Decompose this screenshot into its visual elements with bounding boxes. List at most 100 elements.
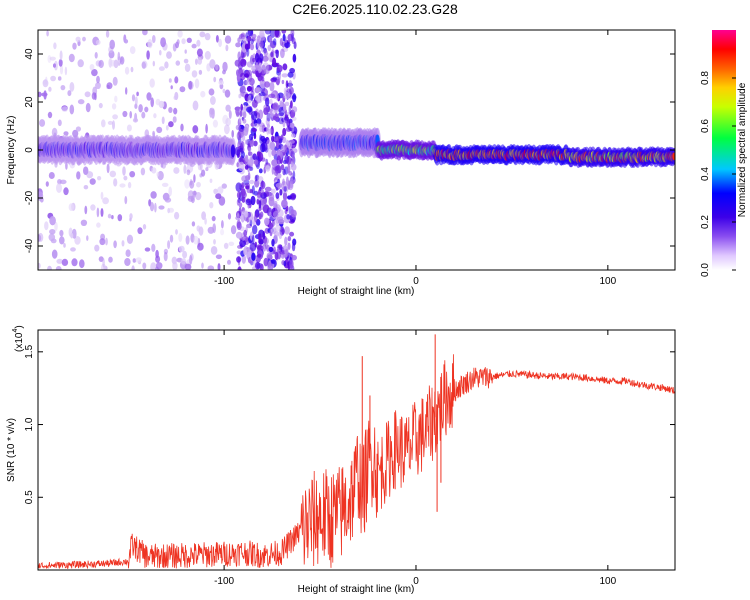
spectrogram-cell: [253, 123, 260, 128]
spectrogram-cell: [278, 231, 283, 240]
spectrogram-cell: [197, 57, 203, 65]
spectrogram-cell: [291, 242, 296, 252]
spectrogram-cell: [124, 66, 130, 75]
spectrogram-cell: [176, 39, 180, 45]
spectrogram-cell: [281, 47, 289, 53]
spectrogram-cell: [97, 176, 102, 181]
spectrogram-cell: [209, 202, 214, 209]
spectrogram-cell: [280, 164, 285, 171]
spectrogram-cell: [286, 119, 291, 128]
spectrogram-cell: [264, 30, 272, 35]
spectrogram-cell: [152, 60, 155, 67]
spectrogram-cell: [241, 196, 246, 203]
spectrogram-cell: [220, 228, 225, 236]
spectrogram-cell: [243, 247, 248, 256]
spectrogram-cell: [129, 171, 136, 178]
spectrogram-cell: [153, 113, 157, 119]
spectrogram-cell: [291, 116, 297, 121]
spectrogram-cell: [221, 183, 227, 189]
spectrogram-cell: [292, 53, 297, 63]
spectrogram-cell: [74, 236, 81, 245]
spectrogram-segment: [298, 127, 381, 159]
spectrogram-cell: [235, 106, 241, 116]
spectrogram-cell: [96, 222, 101, 228]
spectrogram-cell: [41, 92, 48, 97]
spectrogram-cell: [227, 259, 231, 265]
spectrogram-cell: [94, 244, 100, 252]
spectrogram-cell: [254, 179, 260, 188]
spectrogram-cell: [161, 116, 165, 125]
spectrogram-cell: [268, 93, 276, 99]
spectrogram-cell: [238, 265, 242, 270]
spectrogram-cell: [44, 221, 49, 231]
colorbar-gradient: [712, 30, 736, 270]
spectrogram-cell: [63, 131, 69, 136]
spectrogram-cell: [259, 211, 264, 218]
spectrogram-cell: [272, 102, 279, 111]
spectrogram-cell: [156, 171, 160, 177]
spectrogram-cell: [259, 39, 264, 49]
spectrogram-cell: [111, 215, 114, 220]
spectrogram-cell: [184, 63, 191, 72]
spectrogram-cell: [119, 183, 126, 188]
spectrogram-cell: [129, 46, 136, 55]
colorbar-tick-label: 0.4: [700, 167, 711, 181]
spectrogram-cell: [272, 76, 277, 82]
spectrogram-cell: [179, 86, 186, 93]
spectrogram-cell: [131, 265, 135, 270]
spectrogram-cell: [241, 207, 246, 213]
spectrogram-cell: [250, 90, 255, 96]
spectrogram-cell: [273, 246, 276, 255]
spectrogram-cell: [291, 153, 295, 163]
spectrogram-cell: [191, 43, 197, 49]
spectrogram-cell: [42, 79, 48, 85]
spectrogram-cell: [239, 58, 247, 67]
spectrogram-cell: [256, 244, 262, 250]
spectrogram-cell: [289, 259, 294, 269]
colorbar-tick-label: 0.0: [700, 263, 711, 277]
spectrogram-cell: [239, 147, 243, 152]
spectrogram-cell: [230, 225, 237, 235]
spectrogram-cell: [249, 242, 257, 252]
spectrogram-cell: [266, 252, 273, 261]
spectrogram-cell: [47, 111, 53, 119]
spectrogram-cell: [56, 183, 62, 193]
spectrogram-cell: [265, 165, 271, 172]
spectrogram-cell: [140, 167, 146, 176]
spectrogram-segment: [234, 30, 298, 270]
spectrogram-cell: [244, 73, 250, 78]
spectrogram-cell: [269, 98, 273, 105]
spectrogram-cell: [236, 73, 241, 83]
spectrogram-cell: [204, 217, 207, 225]
spectrogram-cell: [132, 258, 136, 263]
spectrogram-cell: [42, 79, 49, 88]
spectrogram-cell: [244, 155, 249, 166]
spectrogram-cell: [251, 128, 258, 132]
spectrogram-cell: [59, 179, 67, 185]
spectrogram-cell: [222, 88, 226, 94]
spectrogram-cell: [250, 195, 256, 206]
spectrogram-cell: [264, 186, 272, 192]
spectrogram-cell: [242, 111, 247, 119]
spectrogram-cell: [251, 234, 255, 245]
spectrogram-cell: [289, 67, 295, 74]
spectrogram-cell: [246, 85, 252, 92]
spectrogram-cell: [266, 112, 271, 122]
spectrogram-cell: [282, 63, 288, 71]
spectrogram-cell: [197, 242, 204, 251]
spectrogram-cell: [38, 234, 42, 242]
snr-y-axis-label: SNR (10 * v/v): [6, 418, 17, 482]
spectrogram-cell: [187, 190, 194, 200]
spectrogram-cell: [240, 36, 248, 45]
spectrogram-cell: [255, 174, 260, 181]
spectrogram-cell: [48, 86, 52, 92]
spectrogram-cell: [268, 222, 274, 229]
spectrogram-cell: [249, 43, 255, 51]
spectrogram-cell: [282, 168, 286, 176]
spectrogram-cell: [255, 87, 262, 93]
spectrogram-cell: [246, 106, 253, 113]
spectrogram-cell: [247, 172, 251, 181]
spectrogram-cell: [239, 239, 247, 248]
spectrogram-cell: [278, 112, 285, 117]
spectrogram-cell: [255, 61, 259, 72]
